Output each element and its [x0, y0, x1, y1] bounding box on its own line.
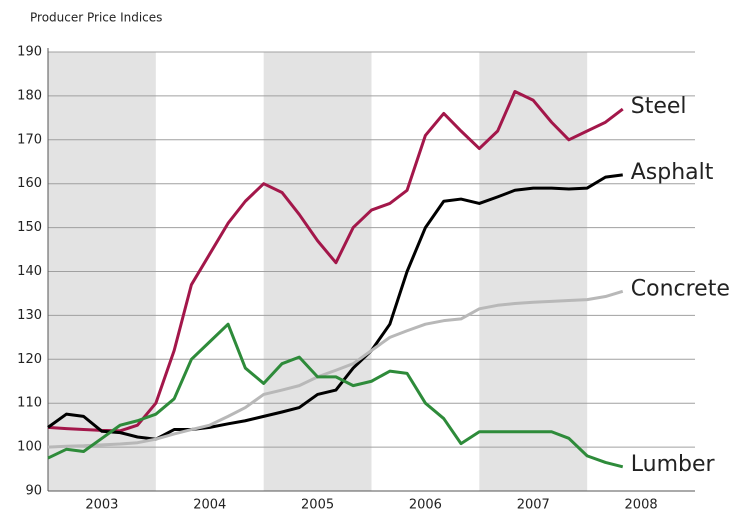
- y-tick-label: 150: [17, 220, 42, 235]
- y-tick-label: 140: [17, 264, 42, 279]
- y-tick-label: 90: [25, 484, 42, 499]
- chart-title: Producer Price Indices: [30, 11, 162, 25]
- series-label: Lumber: [631, 452, 716, 477]
- x-tick-label: 2004: [193, 498, 226, 513]
- series-label: Steel: [631, 94, 687, 119]
- x-tick-label: 2006: [409, 498, 442, 513]
- y-tick-label: 110: [17, 396, 42, 411]
- y-tick-label: 100: [17, 440, 42, 455]
- x-tick-label: 2003: [85, 498, 118, 513]
- y-tick-label: 170: [17, 132, 42, 147]
- y-tick-label: 190: [17, 45, 42, 60]
- series-label: Asphalt: [631, 160, 714, 185]
- series-label: Concrete: [631, 276, 730, 301]
- y-tick-label: 130: [17, 308, 42, 323]
- y-tick-label: 120: [17, 352, 42, 367]
- y-tick-label: 160: [17, 176, 42, 191]
- series-line: [47, 173, 623, 441]
- series-line: [47, 289, 624, 449]
- x-tick-label: 2005: [301, 498, 334, 513]
- series-line: [47, 322, 624, 469]
- x-tick-label: 2007: [517, 498, 550, 513]
- y-tick-label: 180: [17, 88, 42, 103]
- x-tick-label: 2008: [625, 498, 658, 513]
